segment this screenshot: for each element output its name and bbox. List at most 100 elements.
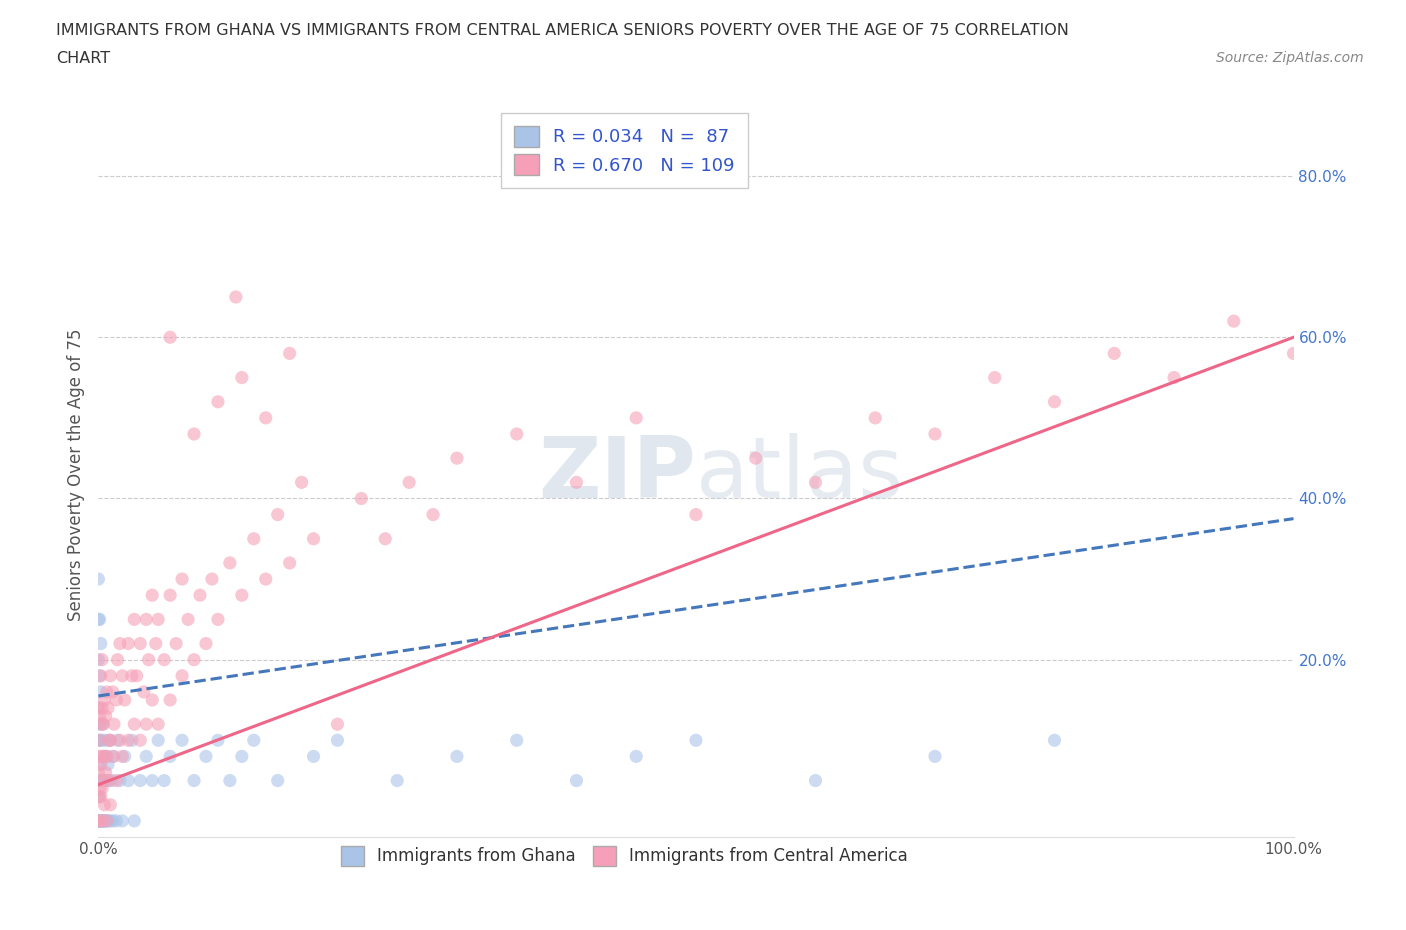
Point — [89, 669, 111, 684]
Point — [159, 588, 181, 603]
Point — [207, 394, 229, 409]
Legend: Immigrants from Ghana, Immigrants from Central America: Immigrants from Ghana, Immigrants from C… — [333, 840, 915, 872]
Point — [135, 717, 157, 732]
Point — [129, 733, 152, 748]
Point — [93, 749, 115, 764]
Point — [89, 717, 111, 732]
Point — [278, 346, 301, 361]
Point — [1223, 313, 1246, 328]
Point — [91, 814, 114, 829]
Point — [1043, 394, 1066, 409]
Point — [117, 773, 139, 788]
Point — [201, 572, 224, 587]
Point — [91, 717, 114, 732]
Point — [87, 773, 110, 788]
Point — [145, 636, 167, 651]
Point — [231, 370, 253, 385]
Point — [90, 669, 112, 684]
Point — [94, 733, 117, 748]
Point — [91, 814, 114, 829]
Point — [121, 669, 143, 684]
Point — [103, 749, 125, 764]
Point — [125, 669, 148, 684]
Point — [97, 757, 120, 772]
Point — [129, 773, 152, 788]
Point — [89, 814, 111, 829]
Point — [87, 612, 110, 627]
Point — [97, 814, 120, 829]
Point — [374, 531, 396, 546]
Point — [114, 749, 136, 764]
Point — [93, 749, 115, 764]
Point — [89, 612, 111, 627]
Point — [97, 700, 120, 715]
Point — [107, 652, 129, 667]
Point — [219, 555, 242, 570]
Point — [108, 733, 131, 748]
Point — [87, 733, 110, 748]
Point — [105, 773, 128, 788]
Point — [114, 693, 136, 708]
Point — [172, 572, 194, 587]
Point — [385, 773, 409, 788]
Point — [91, 814, 114, 829]
Point — [231, 588, 253, 603]
Point — [135, 749, 157, 764]
Point — [291, 475, 314, 490]
Point — [96, 814, 118, 829]
Point — [90, 636, 112, 651]
Point — [87, 814, 110, 829]
Point — [98, 733, 122, 748]
Point — [148, 733, 170, 748]
Point — [87, 814, 110, 829]
Point — [94, 765, 117, 780]
Point — [91, 749, 114, 764]
Y-axis label: Seniors Poverty Over the Age of 75: Seniors Poverty Over the Age of 75 — [66, 328, 84, 620]
Point — [141, 773, 163, 788]
Point — [159, 693, 181, 708]
Point — [96, 749, 118, 764]
Point — [745, 451, 768, 466]
Point — [626, 410, 648, 425]
Point — [117, 636, 139, 651]
Point — [93, 814, 115, 829]
Point — [207, 733, 229, 748]
Point — [89, 814, 111, 829]
Point — [108, 773, 131, 788]
Point — [108, 636, 131, 651]
Point — [111, 749, 134, 764]
Point — [91, 652, 114, 667]
Point — [91, 781, 114, 796]
Point — [98, 733, 121, 748]
Text: IMMIGRANTS FROM GHANA VS IMMIGRANTS FROM CENTRAL AMERICA SENIORS POVERTY OVER TH: IMMIGRANTS FROM GHANA VS IMMIGRANTS FROM… — [56, 23, 1069, 38]
Point — [924, 749, 946, 764]
Point — [98, 773, 121, 788]
Point — [121, 733, 143, 748]
Point — [506, 427, 529, 442]
Point — [153, 773, 176, 788]
Point — [124, 814, 146, 829]
Point — [87, 814, 110, 829]
Point — [96, 814, 118, 829]
Point — [984, 370, 1007, 385]
Point — [135, 612, 157, 627]
Point — [89, 709, 111, 724]
Point — [89, 757, 111, 772]
Point — [98, 797, 122, 812]
Point — [446, 749, 468, 764]
Point — [148, 717, 170, 732]
Point — [350, 491, 373, 506]
Point — [90, 684, 112, 699]
Point — [94, 709, 117, 724]
Point — [326, 733, 349, 748]
Point — [243, 733, 266, 748]
Point — [94, 814, 117, 829]
Point — [90, 814, 112, 829]
Point — [98, 733, 122, 748]
Point — [91, 773, 114, 788]
Point — [105, 693, 128, 708]
Point — [804, 773, 827, 788]
Point — [1043, 733, 1066, 748]
Point — [565, 773, 588, 788]
Point — [87, 700, 110, 715]
